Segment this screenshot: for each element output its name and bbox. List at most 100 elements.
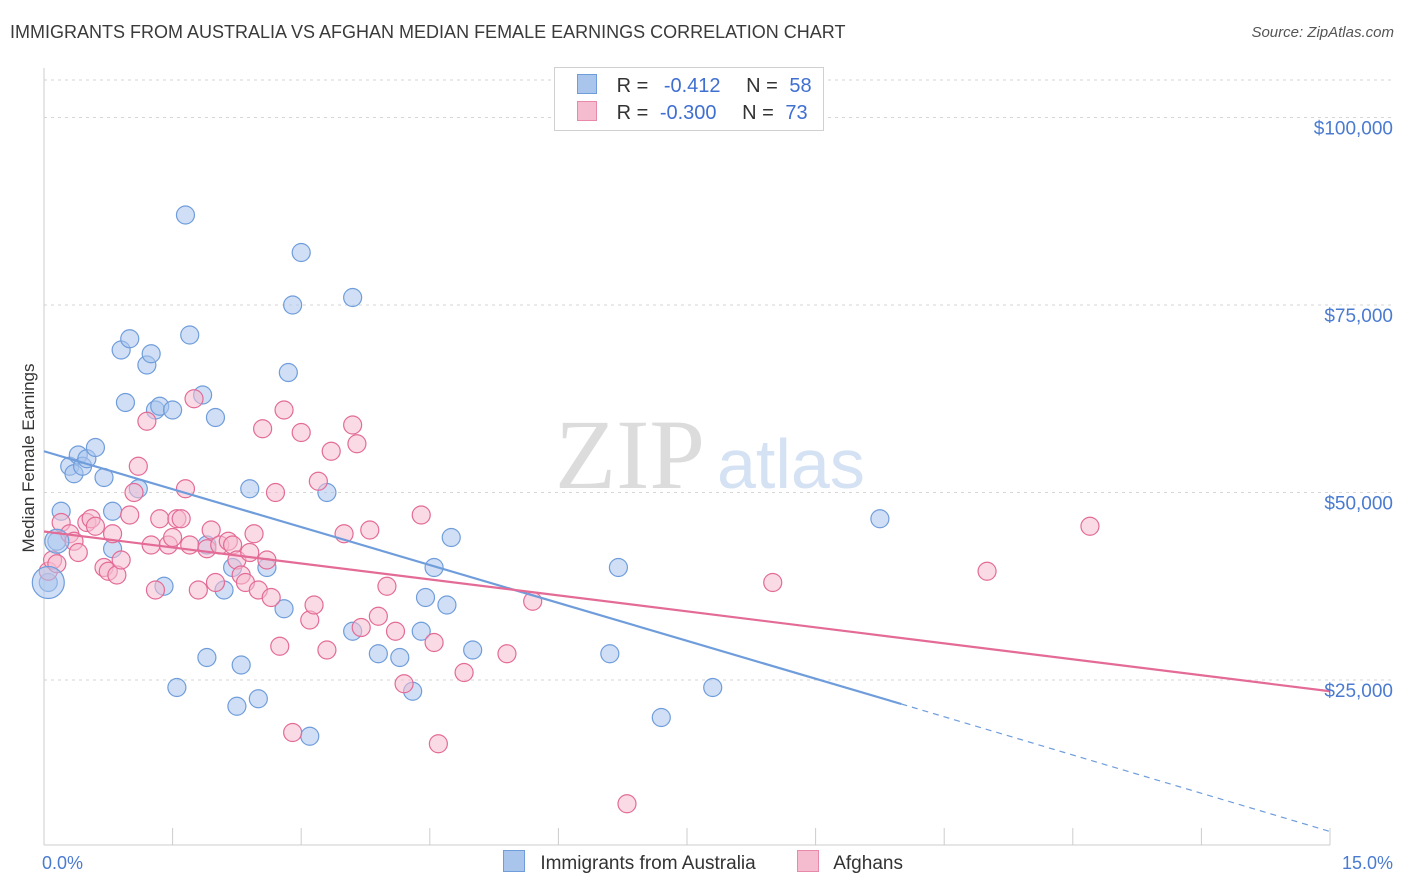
data-point-australia: [441, 527, 461, 548]
data-point-afghans: [261, 587, 281, 608]
x-tick-label: 15.0%: [1342, 853, 1393, 873]
stats-n-label: N =: [746, 75, 778, 97]
data-point-afghans: [128, 456, 148, 476]
legend-item-afghans[interactable]: Afghans: [797, 850, 903, 875]
x-tick-label: 0.0%: [42, 853, 83, 873]
data-point-australia: [167, 677, 187, 698]
data-point-australia-large: [31, 565, 65, 600]
data-point-afghans: [360, 520, 380, 540]
data-point-afghans: [385, 621, 406, 641]
stats-box: R = -0.412 N = 58 R = -0.300 N = 73: [554, 67, 824, 131]
data-point-afghans: [454, 662, 474, 683]
y-tick-label: $100,000: [1314, 119, 1393, 140]
data-point-australia: [870, 509, 890, 529]
trend-lines: [43, 450, 1331, 833]
data-point-australia: [240, 479, 260, 499]
data-point-australia: [608, 557, 629, 578]
data-point-afghans: [102, 524, 123, 544]
data-point-australia: [102, 501, 123, 521]
stats-n-value: 58: [789, 75, 812, 97]
data-point-australia: [291, 242, 311, 263]
data-point-australia: [283, 295, 303, 315]
data-point-afghans: [317, 640, 337, 660]
data-point-afghans: [394, 674, 414, 694]
y-axis-label: Median Female Earnings: [19, 364, 38, 553]
data-point-australia: [651, 707, 671, 728]
data-point-australia: [600, 644, 620, 664]
trend-line-afghans: [43, 530, 1331, 693]
data-point-australia: [180, 325, 200, 345]
data-point-australia: [231, 655, 251, 675]
watermark: ZIP atlas: [555, 399, 865, 510]
data-point-afghans: [253, 419, 273, 439]
data-point-afghans: [977, 561, 997, 581]
data-point-australia: [141, 344, 161, 364]
data-point-afghans: [111, 550, 131, 570]
data-point-australia: [411, 621, 431, 641]
data-point-australia: [415, 587, 436, 608]
data-point-australia: [437, 595, 457, 615]
data-point-afghans: [137, 411, 157, 431]
data-point-australia-large: [44, 528, 70, 554]
data-point-australia: [205, 407, 226, 428]
stats-r-label: R =: [616, 75, 649, 97]
data-point-afghans: [184, 389, 204, 409]
data-point-australia: [278, 362, 298, 383]
stats-r-value: -0.300: [659, 102, 717, 124]
data-point-australia: [248, 689, 268, 709]
legend-swatch-australia: [503, 850, 526, 872]
data-point-afghans: [270, 636, 290, 656]
data-point-australia: [227, 696, 247, 716]
data-point-australia: [197, 647, 217, 668]
chart-source: Source: ZipAtlas.com: [1251, 24, 1394, 41]
data-point-australia: [368, 644, 388, 664]
data-point-afghans: [1080, 516, 1100, 536]
data-point-afghans: [205, 572, 226, 593]
data-point-afghans: [411, 505, 431, 525]
stats-r-label: R =: [616, 102, 649, 124]
data-point-afghans: [497, 644, 517, 664]
trend-line-australia: [43, 450, 902, 706]
data-point-afghans: [321, 441, 341, 461]
stats-n-value: 73: [785, 102, 808, 124]
data-point-afghans: [351, 617, 371, 638]
data-point-afghans: [377, 576, 397, 596]
data-point-afghans: [308, 471, 328, 491]
data-point-afghans: [265, 482, 286, 503]
data-point-afghans: [291, 422, 311, 443]
data-point-afghans: [428, 734, 448, 754]
watermark-zip: ZIP: [555, 399, 705, 510]
legend-item-australia[interactable]: Immigrants from Australia: [503, 850, 756, 875]
data-point-afghans: [188, 580, 208, 600]
data-point-australia: [274, 599, 294, 619]
stats-swatch-afghans: [577, 101, 597, 121]
data-point-australia: [390, 647, 410, 668]
legend-label-afghans: Afghans: [833, 853, 903, 874]
data-point-afghans: [763, 572, 783, 593]
data-point-afghans: [163, 527, 183, 548]
data-point-australia: [163, 400, 183, 420]
data-point-australia: [703, 677, 723, 698]
data-point-australia: [120, 329, 140, 349]
legend-label-australia: Immigrants from Australia: [540, 853, 756, 874]
trend-line-australia-extension: [901, 703, 1331, 833]
y-tick-label: $50,000: [1324, 494, 1393, 515]
data-point-afghans: [85, 516, 106, 536]
data-point-afghans: [347, 434, 367, 454]
data-point-afghans: [368, 606, 388, 626]
data-point-afghans: [424, 632, 444, 653]
data-point-australia: [300, 726, 320, 746]
y-tick-label: $25,000: [1324, 681, 1393, 702]
data-point-afghans: [343, 415, 363, 435]
axes: [43, 68, 1331, 846]
stats-row-afghans: R = -0.300 N = 73: [577, 101, 808, 127]
stats-n-label: N =: [742, 102, 774, 124]
data-point-afghans: [304, 595, 324, 615]
data-points: [31, 205, 1100, 814]
data-point-afghans: [617, 794, 637, 814]
data-point-afghans: [274, 400, 294, 420]
data-point-australia: [424, 557, 444, 578]
data-point-australia: [343, 287, 363, 308]
data-point-afghans: [171, 509, 191, 529]
